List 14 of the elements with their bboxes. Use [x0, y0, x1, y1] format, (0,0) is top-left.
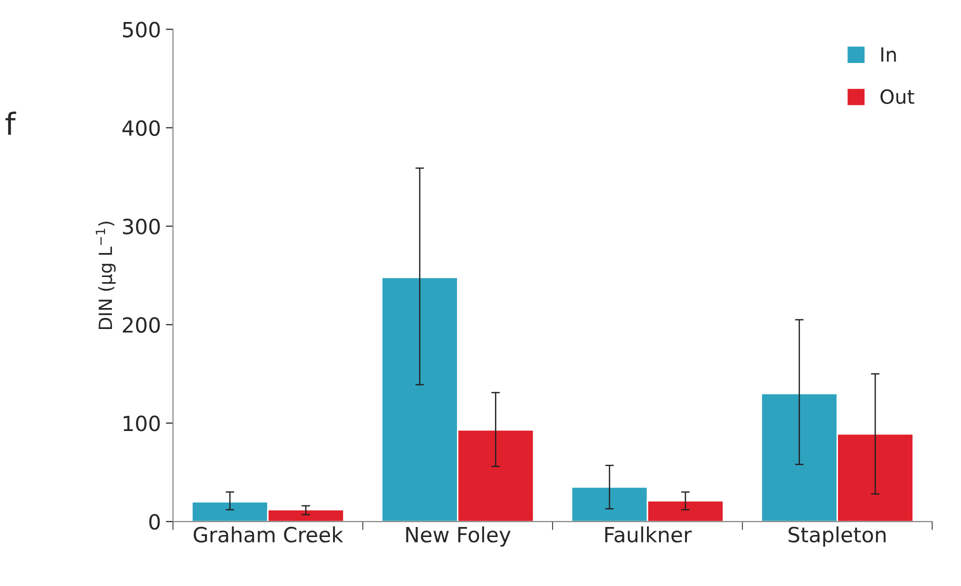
y-tick-label: 0 [149, 514, 160, 530]
y-tick-label: 200 [122, 317, 160, 333]
legend-label: In [881, 47, 896, 62]
y-tick-label: 300 [122, 218, 160, 234]
x-tick-label: Stapleton [788, 526, 886, 547]
y-axis-title: DIN (µg L$^{−1}$) [96, 222, 116, 329]
x-tick-label: Faulkner [605, 526, 692, 543]
text: f [6, 112, 16, 135]
x-tick-label: New Foley [406, 526, 511, 547]
legend-label: Out [880, 89, 914, 104]
y-tick-label: 100 [124, 416, 160, 432]
x-tick-label: Graham Creek [194, 526, 344, 543]
y-tick-label: 500 [123, 22, 160, 38]
y-tick-label: 400 [122, 120, 160, 136]
